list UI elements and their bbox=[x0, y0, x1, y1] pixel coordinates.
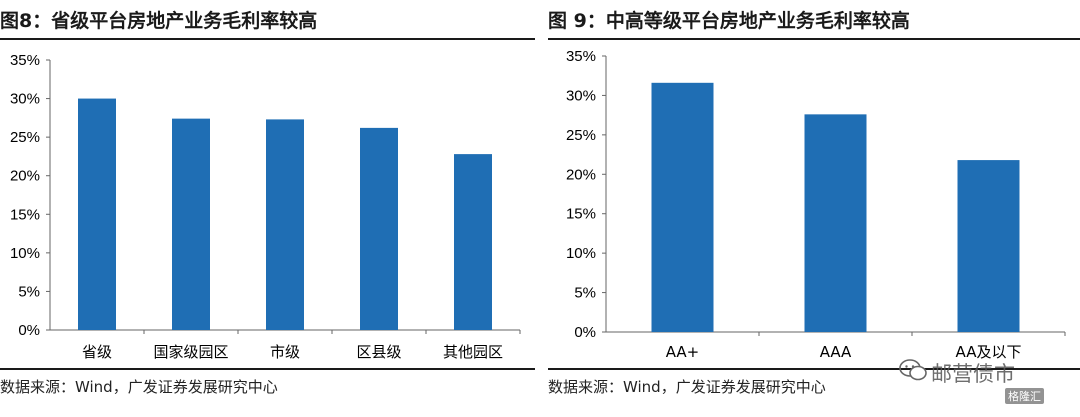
chart-title: 图8：省级平台房地产业务毛利率较高 bbox=[0, 10, 318, 32]
y-tick-label: 10% bbox=[10, 245, 40, 262]
title-rule bbox=[0, 38, 535, 40]
chart-panel-left: 图8：省级平台房地产业务毛利率较高 0% 5% 10% 15% 20% 25% 30% 35%… bbox=[0, 0, 535, 417]
y-tick-label: 5% bbox=[574, 285, 596, 302]
x-tick-label: AA及以下 bbox=[956, 343, 1022, 361]
bottom-rule bbox=[548, 368, 1080, 370]
x-tick-label: 国家级园区 bbox=[153, 343, 228, 361]
y-tick-label: 10% bbox=[566, 245, 596, 262]
y-tick-label: 0% bbox=[574, 324, 596, 341]
bar-国家级园区 bbox=[172, 118, 210, 330]
y-tick-label: 35% bbox=[10, 52, 40, 69]
y-tick-label: 25% bbox=[566, 127, 596, 144]
y-tick-label: 30% bbox=[10, 91, 40, 108]
watermark: 邮营债市 格隆汇 bbox=[895, 350, 1075, 410]
x-tick-label: AAA bbox=[820, 343, 852, 361]
bar-AA+ bbox=[651, 82, 714, 332]
y-tick-label: 20% bbox=[10, 168, 40, 185]
watermark-text: 邮营债市 bbox=[931, 362, 1015, 386]
bottom-rule bbox=[0, 368, 535, 370]
y-tick-label: 15% bbox=[10, 206, 40, 223]
source-note: 数据来源：Wind，广发证券发展研究中心 bbox=[0, 378, 278, 396]
y-tick-label: 20% bbox=[566, 166, 596, 183]
x-tick-label: 区县级 bbox=[356, 343, 401, 361]
source-note: 数据来源：Wind，广发证券发展研究中心 bbox=[548, 378, 826, 396]
wechat-icon bbox=[899, 359, 927, 381]
x-tick-label: 省级 bbox=[82, 343, 112, 361]
y-tick-label: 25% bbox=[10, 129, 40, 146]
y-tick-label: 35% bbox=[566, 48, 596, 65]
x-tick-label: AA+ bbox=[666, 343, 700, 361]
chart-title: 图 9：中高等级平台房地产业务毛利率较高 bbox=[548, 10, 910, 32]
bar-其他园区 bbox=[454, 154, 492, 330]
chart-panel-right: 图 9：中高等级平台房地产业务毛利率较高 0% 5% 10% 15% 20% 25% 30%… bbox=[548, 0, 1080, 417]
y-tick-label: 30% bbox=[566, 87, 596, 104]
bar-chart-left: 0% 5% 10% 15% 20% 25% 30% 35% 省级 国家级园区 市级 区县级 其他园区 bbox=[10, 52, 521, 361]
bar-区县级 bbox=[360, 127, 398, 330]
bar-省级 bbox=[78, 98, 116, 330]
title-rule bbox=[548, 38, 1080, 40]
x-tick-label: 市级 bbox=[270, 343, 300, 361]
bar-市级 bbox=[266, 119, 304, 331]
y-tick-label: 15% bbox=[566, 206, 596, 223]
watermark-badge: 格隆汇 bbox=[1005, 388, 1044, 404]
bar-AAA bbox=[804, 114, 867, 333]
bar-AA及以下 bbox=[957, 160, 1020, 332]
y-tick-label: 5% bbox=[18, 283, 40, 300]
x-tick-label: 其他园区 bbox=[443, 343, 503, 361]
y-tick-label: 0% bbox=[18, 322, 40, 339]
bar-chart-right: 0% 5% 10% 15% 20% 25% 30% 35% AA+ AAA AA及以下 bbox=[566, 48, 1066, 361]
